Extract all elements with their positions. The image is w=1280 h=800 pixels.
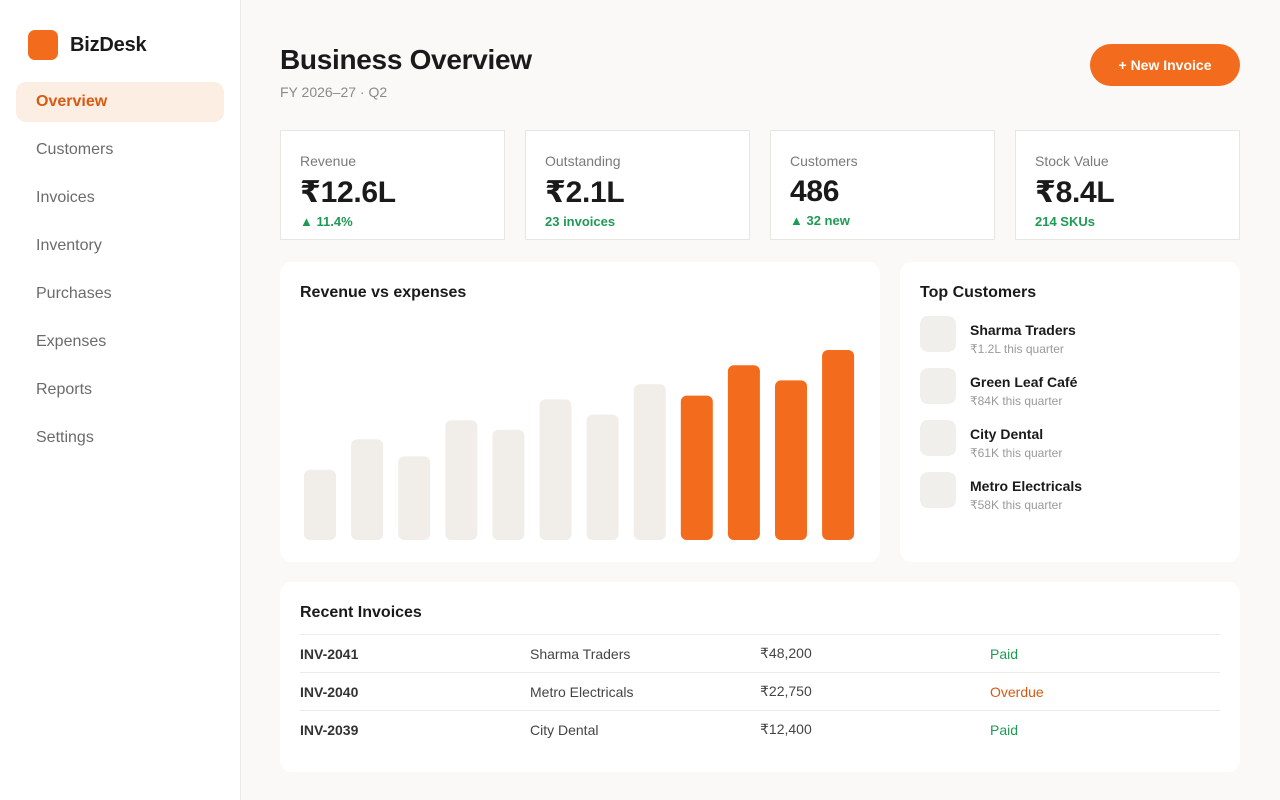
invoice-customer: City Dental: [530, 721, 599, 738]
kpi-delta: 214 SKUs: [1035, 214, 1095, 229]
customer-name: Metro Electricals: [970, 478, 1083, 494]
kpi-card-stock-value[interactable]: Stock Value ₹8.4L 214 SKUs: [1015, 130, 1240, 240]
kpi-value: ₹12.6L: [300, 176, 396, 209]
table-row[interactable]: INV-2041 Sharma Traders ₹48,200 Paid: [300, 634, 1220, 672]
sidebar-item-reports[interactable]: Reports: [36, 381, 93, 398]
brand-logo-icon: [28, 30, 58, 60]
recent-invoices-title: Recent Invoices: [300, 604, 422, 621]
invoice-amount: ₹22,750: [760, 683, 812, 699]
revenue-chart-panel: Revenue vs expenses: [280, 262, 880, 562]
top-customers-title: Top Customers: [920, 284, 1037, 301]
kpi-delta: 23 invoices: [545, 214, 616, 229]
kpi-card-outstanding[interactable]: Outstanding ₹2.1L 23 invoices: [525, 130, 750, 240]
kpi-label: Stock Value: [1035, 153, 1109, 169]
page-subtitle: FY 2026–27 · Q2: [280, 84, 388, 100]
avatar: [920, 368, 956, 404]
sidebar-nav: Overview Customers Invoices Inventory Pu…: [16, 82, 224, 466]
chart-bar: [727, 365, 760, 540]
avatar: [920, 472, 956, 508]
kpi-label: Customers: [790, 153, 858, 169]
chart-bar: [586, 414, 619, 540]
chart-bar: [680, 395, 713, 540]
chart-bar: [539, 399, 572, 540]
sidebar-item-inventory[interactable]: Inventory: [36, 237, 102, 254]
sidebar-item-purchases[interactable]: Purchases: [36, 285, 112, 302]
sidebar-item-overview[interactable]: Overview: [16, 82, 224, 122]
chart-bar: [775, 380, 807, 540]
chart-bar: [445, 420, 478, 540]
top-customers-panel: Top Customers Sharma Traders ₹1.2L this …: [900, 262, 1240, 562]
invoice-customer: Metro Electricals: [530, 683, 634, 700]
avatar: [920, 420, 956, 456]
status-badge: Overdue: [990, 683, 1044, 700]
kpi-label: Outstanding: [545, 153, 621, 169]
sidebar-item-customers[interactable]: Customers: [36, 141, 114, 158]
chart-bar: [633, 384, 666, 540]
recent-invoices-panel: Recent Invoices INV-2041 Sharma Traders …: [280, 582, 1240, 772]
invoices-table: INV-2041 Sharma Traders ₹48,200 Paid INV…: [300, 634, 1220, 748]
new-invoice-button[interactable]: + New Invoice: [1090, 44, 1240, 86]
kpi-value: 486: [790, 175, 840, 208]
status-badge: Paid: [990, 645, 1019, 662]
revenue-expenses-chart: [304, 350, 855, 540]
invoice-customer: Sharma Traders: [530, 645, 631, 662]
customer-name: City Dental: [970, 426, 1044, 442]
chart-bar: [398, 456, 431, 540]
sidebar-item-invoices[interactable]: Invoices: [36, 189, 95, 206]
kpi-label: Revenue: [300, 153, 357, 169]
kpi-delta: ▲ 11.4%: [300, 214, 353, 229]
customer-name: Green Leaf Café: [970, 374, 1078, 390]
customer-amount: ₹1.2L this quarter: [970, 342, 1064, 356]
customer-name: Sharma Traders: [970, 322, 1076, 338]
sidebar-item-expenses[interactable]: Expenses: [36, 333, 107, 350]
customer-item[interactable]: City Dental ₹61K this quarter: [920, 420, 1220, 472]
kpi-delta: ▲ 32 new: [790, 213, 850, 228]
customer-item[interactable]: Metro Electricals ₹58K this quarter: [920, 472, 1220, 524]
invoice-id: INV-2040: [300, 683, 359, 700]
chart-bar: [822, 350, 855, 540]
chart-bar: [304, 469, 336, 540]
brand-name: BizDesk: [70, 33, 147, 56]
page-title: Business Overview: [280, 44, 532, 75]
invoice-amount: ₹12,400: [760, 721, 812, 737]
kpi-card-customers[interactable]: Customers 486 ▲ 32 new: [770, 130, 995, 240]
chart-title: Revenue vs expenses: [300, 284, 467, 301]
table-row[interactable]: INV-2040 Metro Electricals ₹22,750 Overd…: [300, 672, 1220, 710]
customer-amount: ₹58K this quarter: [970, 498, 1063, 512]
brand[interactable]: BizDesk: [28, 30, 147, 60]
customer-amount: ₹84K this quarter: [970, 394, 1063, 408]
chart-bar: [351, 439, 384, 540]
customer-item[interactable]: Green Leaf Café ₹84K this quarter: [920, 368, 1220, 420]
sidebar: BizDesk Overview Customers Invoices Inve…: [0, 0, 241, 800]
chart-bar: [492, 429, 525, 540]
status-badge: Paid: [990, 721, 1019, 738]
top-customers-list: Sharma Traders ₹1.2L this quarter Green …: [920, 316, 1220, 524]
kpi-value: ₹2.1L: [545, 176, 625, 209]
avatar: [920, 316, 956, 352]
kpi-value: ₹8.4L: [1035, 176, 1115, 209]
table-row[interactable]: INV-2039 City Dental ₹12,400 Paid: [300, 710, 1220, 748]
customer-amount: ₹61K this quarter: [970, 446, 1063, 460]
invoice-id: INV-2041: [300, 645, 359, 662]
invoice-id: INV-2039: [300, 721, 359, 738]
sidebar-item-settings[interactable]: Settings: [36, 429, 94, 446]
customer-item[interactable]: Sharma Traders ₹1.2L this quarter: [920, 316, 1220, 368]
kpi-card-revenue[interactable]: Revenue ₹12.6L ▲ 11.4%: [280, 130, 505, 240]
invoice-amount: ₹48,200: [760, 645, 812, 661]
